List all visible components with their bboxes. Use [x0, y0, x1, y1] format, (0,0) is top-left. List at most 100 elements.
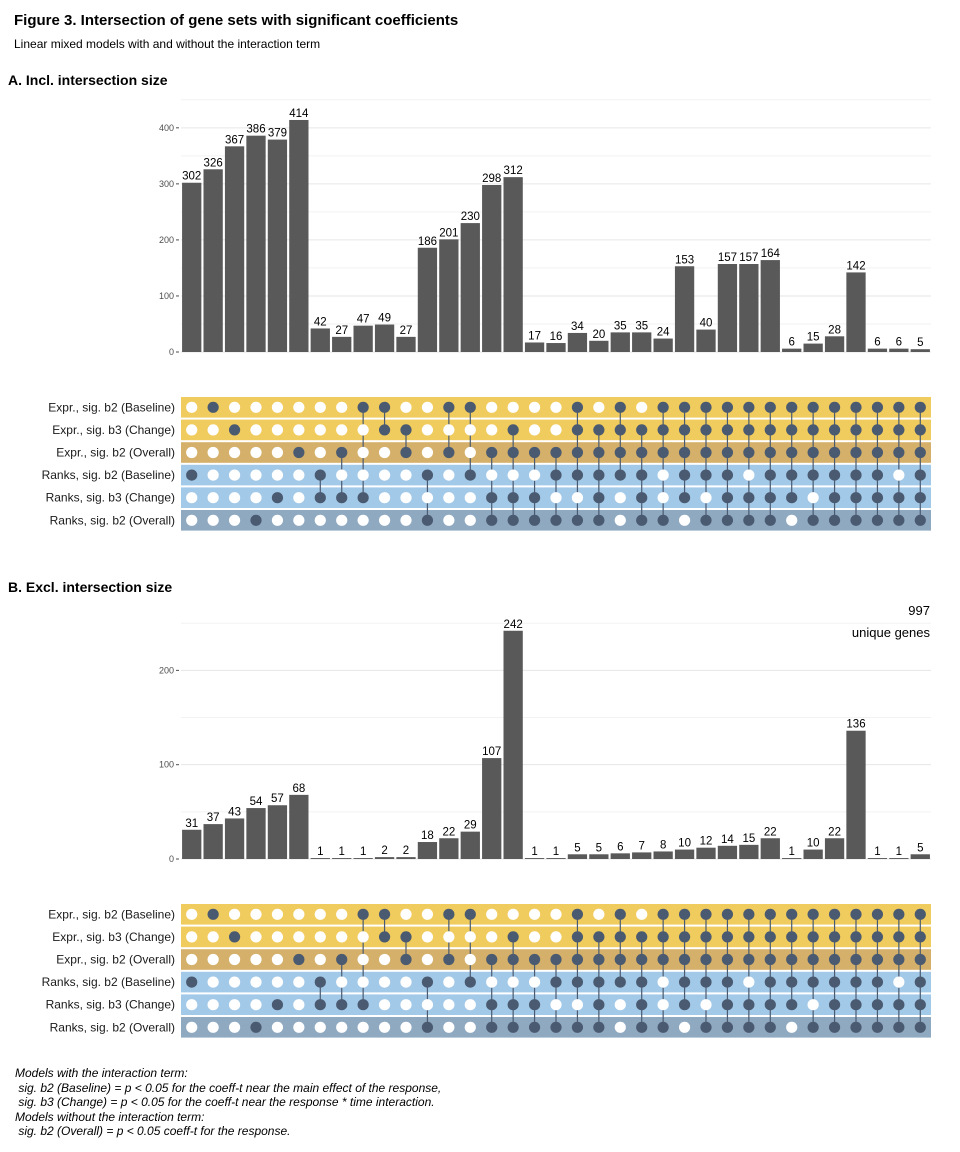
matrix-dot-filled	[507, 424, 519, 436]
intersection-bar	[696, 329, 716, 352]
matrix-dot-empty	[400, 908, 412, 920]
intersection-bar	[524, 858, 545, 859]
matrix-dot-empty	[378, 514, 391, 526]
matrix-dot-empty	[550, 931, 562, 943]
figure-title: Figure 3. Intersection of gene sets with…	[14, 12, 459, 29]
bar-value-label: 1	[789, 846, 795, 858]
matrix-dot-empty	[657, 976, 669, 988]
matrix-dot-empty	[207, 953, 219, 966]
matrix-dot-filled	[700, 931, 712, 943]
matrix-dot-empty	[378, 492, 391, 504]
matrix-dot-filled	[914, 953, 926, 966]
matrix-dot-empty	[528, 908, 541, 920]
matrix-dot-filled	[914, 446, 926, 459]
matrix-dot-empty	[186, 446, 198, 459]
intersection-bar	[610, 332, 630, 352]
bar-value-label: 186	[418, 236, 437, 248]
bar-value-label: 5	[917, 842, 923, 854]
intersection-bar	[503, 177, 523, 352]
matrix-dot-filled	[850, 1021, 862, 1033]
intersection-bar	[246, 808, 266, 859]
matrix-dot-filled	[700, 446, 712, 459]
matrix-dot-filled	[636, 1021, 648, 1033]
matrix-dot-filled	[443, 908, 455, 920]
matrix-dot-filled	[700, 424, 712, 436]
matrix-dot-filled	[507, 931, 519, 943]
matrix-dot-empty	[636, 908, 648, 920]
matrix-dot-filled	[914, 401, 926, 413]
intersection-bar	[610, 853, 630, 859]
matrix-dot-filled	[528, 514, 541, 526]
matrix-dot-filled	[807, 976, 819, 988]
matrix-dot-empty	[700, 492, 712, 504]
matrix-dot-filled	[678, 492, 691, 504]
matrix-dot-filled	[828, 492, 841, 504]
matrix-dot-filled	[871, 1021, 884, 1033]
matrix-dot-empty	[293, 931, 305, 943]
bar-value-label: 16	[550, 331, 563, 343]
matrix-dot-filled	[421, 976, 434, 988]
matrix-dot-filled	[336, 446, 348, 459]
matrix-dot-filled	[507, 514, 519, 526]
matrix-dot-filled	[357, 492, 369, 504]
matrix-dot-filled	[914, 469, 926, 481]
matrix-dot-empty	[507, 469, 519, 481]
matrix-dot-filled	[507, 953, 519, 966]
matrix-dot-filled	[914, 424, 926, 436]
matrix-dot-filled	[507, 999, 519, 1011]
intersection-bar	[203, 169, 223, 352]
bar-value-label: 1	[531, 846, 537, 858]
matrix-dot-filled	[593, 514, 605, 526]
matrix-dot-empty	[421, 999, 434, 1011]
matrix-dot-empty	[314, 424, 326, 436]
matrix-dot-empty	[271, 514, 284, 526]
matrix-dot-filled	[571, 401, 584, 413]
matrix-dot-filled	[807, 953, 819, 966]
matrix-dot-filled	[593, 424, 605, 436]
matrix-dot-empty	[357, 514, 369, 526]
matrix-dot-filled	[486, 514, 498, 526]
matrix-dot-filled	[743, 953, 755, 966]
matrix-dot-filled	[464, 908, 476, 920]
intersection-bar	[374, 857, 395, 859]
bar-value-label: 14	[721, 834, 734, 846]
y-tick-label: 100	[159, 291, 174, 301]
matrix-dot-empty	[336, 401, 348, 413]
matrix-dot-empty	[293, 1021, 305, 1033]
matrix-dot-filled	[528, 446, 541, 459]
bar-value-label: 57	[271, 793, 284, 805]
matrix-dot-filled	[571, 424, 584, 436]
matrix-dot-filled	[700, 1021, 712, 1033]
matrix-dot-empty	[443, 424, 455, 436]
matrix-dot-filled	[657, 446, 669, 459]
bar-value-label: 136	[846, 719, 865, 731]
intersection-bar	[224, 818, 245, 859]
footnote-line: sig. b3 (Change) = p < 0.05 for the coef…	[15, 1095, 435, 1109]
matrix-dot-filled	[528, 1021, 541, 1033]
matrix-dot-empty	[678, 1021, 691, 1033]
matrix-dot-filled	[636, 999, 648, 1011]
matrix-dot-filled	[314, 469, 326, 481]
matrix-dot-filled	[807, 446, 819, 459]
intersection-bar	[696, 847, 716, 859]
matrix-dot-empty	[357, 469, 369, 481]
bar-value-label: 312	[504, 165, 523, 177]
matrix-dot-filled	[807, 908, 819, 920]
bar-value-label: 1	[317, 846, 323, 858]
matrix-dot-empty	[443, 469, 455, 481]
matrix-dot-filled	[228, 424, 241, 436]
matrix-dot-empty	[186, 514, 198, 526]
matrix-dot-filled	[593, 953, 605, 966]
intersection-bar	[546, 343, 566, 352]
matrix-dot-filled	[614, 976, 626, 988]
matrix-dot-filled	[507, 1021, 519, 1033]
matrix-dot-filled	[721, 931, 734, 943]
matrix-dot-empty	[443, 492, 455, 504]
matrix-dot-filled	[786, 953, 798, 966]
footnote-line: sig. b2 (Overall) = p < 0.05 coeff-t for…	[15, 1124, 291, 1138]
matrix-dot-empty	[293, 401, 305, 413]
matrix-dot-empty	[786, 1021, 798, 1033]
matrix-dot-filled	[807, 469, 819, 481]
bar-value-label: 201	[439, 227, 458, 239]
matrix-dot-empty	[250, 908, 262, 920]
